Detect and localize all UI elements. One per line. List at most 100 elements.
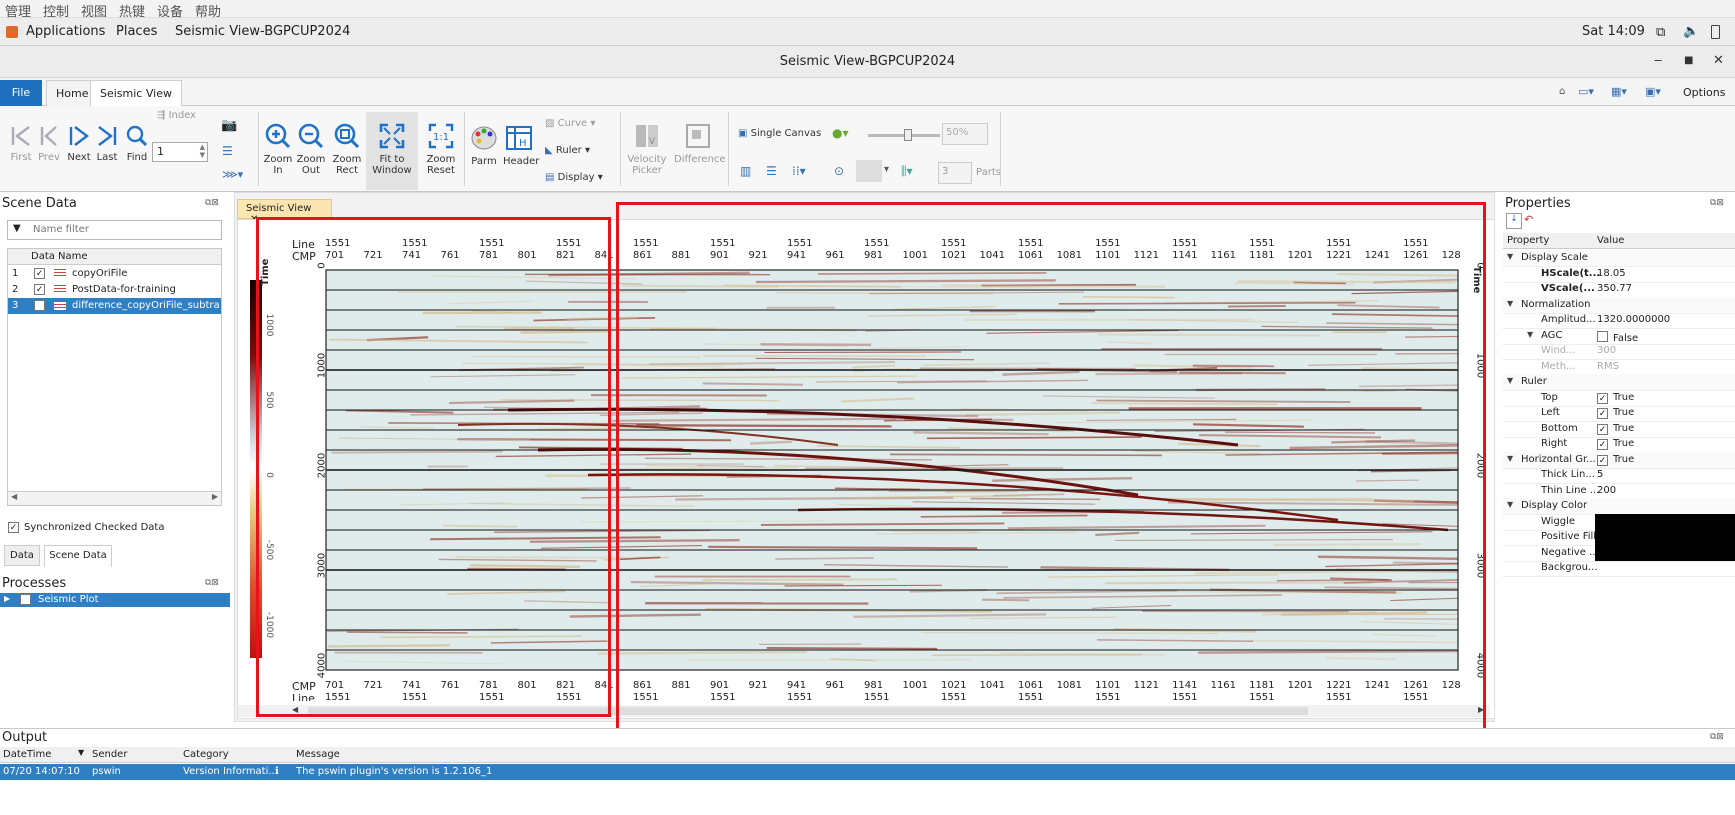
collapse-icon[interactable]: ▼ bbox=[1507, 252, 1514, 261]
property-row[interactable]: Backgrou... bbox=[1503, 560, 1735, 577]
sync-checkbox[interactable]: ✓ bbox=[8, 522, 19, 533]
color-swatch[interactable] bbox=[1595, 529, 1735, 545]
panel-float-close-icon[interactable]: ⧉⊠ bbox=[205, 198, 219, 208]
vm-menu-item[interactable]: 视图 bbox=[81, 5, 108, 20]
property-checkbox[interactable]: ✓ bbox=[1597, 454, 1608, 466]
property-checkbox[interactable]: ✓ bbox=[1597, 439, 1608, 450]
collapse-ribbon-icon[interactable]: ⌂ bbox=[1559, 86, 1566, 97]
property-checkbox[interactable]: ✓ bbox=[1597, 423, 1608, 435]
zoom-out-button[interactable]: Zoom Out bbox=[296, 122, 326, 176]
property-value-cell[interactable]: ✓ True bbox=[1597, 438, 1634, 450]
output-row[interactable]: 07/20 14:07:10 pswin Version Informati..… bbox=[0, 764, 1735, 780]
zoom-rect-button[interactable]: Zoom Rect bbox=[332, 122, 362, 176]
find-button[interactable]: Find bbox=[124, 124, 150, 163]
property-row[interactable]: Positive Fill bbox=[1503, 529, 1735, 546]
maximize-icon[interactable]: ■ bbox=[1684, 55, 1694, 66]
seismic-plot[interactable]: Line CMP CMP Line Time Time 701 721 741 761… bbox=[237, 219, 1495, 719]
property-value-cell[interactable]: 300 bbox=[1597, 345, 1616, 356]
table-row[interactable]: 2 ✓ PostData-for-training bbox=[8, 282, 221, 298]
property-checkbox[interactable] bbox=[1597, 330, 1608, 342]
layers-icon[interactable]: ☰ bbox=[766, 164, 777, 178]
property-value-cell[interactable]: ✓ True bbox=[1597, 454, 1634, 466]
zoom-in-button[interactable]: Zoom In bbox=[263, 122, 293, 176]
options-menu[interactable]: Options bbox=[1683, 86, 1726, 99]
property-value-cell[interactable]: ✓ True bbox=[1597, 392, 1634, 404]
scroll-left-icon[interactable]: ◀ bbox=[292, 705, 299, 714]
property-value-cell[interactable]: 350.77 bbox=[1597, 283, 1632, 294]
property-row[interactable]: Top ✓ True bbox=[1503, 390, 1735, 407]
property-group-row[interactable]: ▼ Normalization bbox=[1503, 296, 1735, 314]
property-row[interactable]: Thick Lin... 5 bbox=[1503, 467, 1735, 484]
network-icon[interactable]: ⧉ bbox=[1656, 25, 1666, 40]
collapse-icon[interactable]: ▼ bbox=[1527, 329, 1534, 339]
align-icon[interactable]: ☰ bbox=[222, 144, 233, 158]
property-row[interactable]: Right ✓ True bbox=[1503, 436, 1735, 453]
vm-menu-item[interactable]: 帮助 bbox=[195, 5, 222, 20]
process-item[interactable]: ▶ Seismic Plot bbox=[0, 593, 230, 607]
more-nav-icon[interactable]: ⋙▾ bbox=[222, 168, 244, 181]
parm-button[interactable]: Parm bbox=[469, 124, 499, 167]
collapse-icon[interactable]: ▼ bbox=[1507, 500, 1514, 509]
row-checkbox[interactable] bbox=[34, 300, 45, 311]
tile-layout-icon[interactable]: ▦▾ bbox=[1611, 85, 1627, 98]
property-row[interactable]: Thin Line ... 200 bbox=[1503, 483, 1735, 500]
reset-icon[interactable]: ↶ bbox=[1524, 213, 1534, 226]
collapse-icon[interactable]: ▼ bbox=[1507, 376, 1514, 385]
first-button[interactable]: First bbox=[8, 124, 34, 163]
horizontal-scrollbar[interactable]: ◀ ▶ bbox=[8, 491, 221, 505]
applications-menu[interactable]: Applications bbox=[26, 24, 106, 39]
processes-panel-buttons-icon[interactable]: ⧉⊠ bbox=[205, 578, 219, 588]
clock[interactable]: Sat 14:09 bbox=[1582, 24, 1645, 39]
index-button[interactable]: ⇶ Index bbox=[157, 110, 207, 121]
property-group-row[interactable]: ▼ Ruler bbox=[1503, 374, 1735, 391]
fit-to-window-button[interactable]: Fit to Window bbox=[366, 112, 418, 190]
color-swatch[interactable] bbox=[1595, 544, 1735, 561]
next-button[interactable]: Next bbox=[66, 124, 92, 163]
sort-icon[interactable]: ↓ bbox=[1506, 213, 1522, 229]
property-value-cell[interactable]: 18.05 bbox=[1597, 268, 1626, 279]
velocity-picker-button[interactable]: V Velocity Picker bbox=[627, 122, 667, 176]
volume-icon[interactable]: 🔈 bbox=[1683, 24, 1700, 39]
row-checkbox[interactable]: ✓ bbox=[34, 268, 45, 279]
active-window-name[interactable]: Seismic View-BGPCUP2024 bbox=[175, 24, 351, 39]
slider-handle[interactable] bbox=[904, 129, 912, 141]
collapse-icon[interactable]: ▼ bbox=[1507, 453, 1514, 463]
row-checkbox[interactable]: ✓ bbox=[34, 284, 45, 295]
close-icon[interactable]: ✕ bbox=[1713, 53, 1724, 68]
property-row[interactable]: Amplitud... 1320.0000000 bbox=[1503, 312, 1735, 329]
opacity-slider[interactable] bbox=[868, 129, 940, 141]
wiggle-mode-icon[interactable] bbox=[856, 160, 882, 182]
table-row-selected[interactable]: 3 difference_copyOriFile_subtract_P bbox=[8, 298, 221, 314]
scroll-right-icon[interactable]: ▶ bbox=[211, 492, 218, 501]
tab-seismic-view[interactable]: Seismic View bbox=[90, 80, 182, 107]
property-value-cell[interactable]: ✓ True bbox=[1597, 407, 1634, 419]
prev-button[interactable]: Prev bbox=[36, 124, 62, 163]
difference-button[interactable]: Difference bbox=[674, 122, 726, 165]
table-row[interactable]: 1 ✓ copyOriFile bbox=[8, 266, 221, 282]
display-button[interactable]: ▤ Display ▾ bbox=[545, 172, 603, 183]
scroll-left-icon[interactable]: ◀ bbox=[11, 492, 18, 501]
property-value-cell[interactable]: 200 bbox=[1597, 485, 1616, 496]
property-value-cell[interactable]: False bbox=[1597, 330, 1638, 344]
property-value-cell[interactable]: ✓ True bbox=[1597, 423, 1634, 435]
property-group-row[interactable]: ▼ Horizontal Gr... ✓ True bbox=[1503, 451, 1735, 469]
index-input[interactable]: 1 ▲ ▼ bbox=[152, 142, 208, 162]
property-row[interactable]: VScale(... 350.77 bbox=[1503, 281, 1735, 298]
last-button[interactable]: Last bbox=[94, 124, 120, 163]
zoom-reset-button[interactable]: 1:1 Zoom Reset bbox=[424, 122, 458, 176]
sort-desc-icon[interactable]: ▼ bbox=[78, 748, 85, 757]
battery-icon[interactable] bbox=[1711, 25, 1720, 39]
color-scheme-icon[interactable]: ●▾ bbox=[832, 126, 849, 140]
places-menu[interactable]: Places bbox=[116, 24, 158, 39]
collapse-icon[interactable]: ▼ bbox=[1507, 298, 1514, 308]
property-row[interactable]: Wind... 300 bbox=[1503, 343, 1735, 360]
property-row[interactable]: Bottom ✓ True bbox=[1503, 421, 1735, 438]
property-row[interactable]: Left ✓ True bbox=[1503, 405, 1735, 422]
output-panel-buttons-icon[interactable]: ⧉⊠ bbox=[1710, 732, 1724, 742]
property-row[interactable]: HScale(t... 18.05 bbox=[1503, 266, 1735, 283]
properties-panel-buttons-icon[interactable]: ⧉⊠ bbox=[1710, 198, 1724, 208]
header-button[interactable]: H Header bbox=[503, 124, 539, 167]
color-swatch[interactable] bbox=[1595, 513, 1735, 530]
process-checkbox[interactable] bbox=[20, 594, 31, 605]
minimize-icon[interactable]: ‒ bbox=[1654, 53, 1663, 68]
